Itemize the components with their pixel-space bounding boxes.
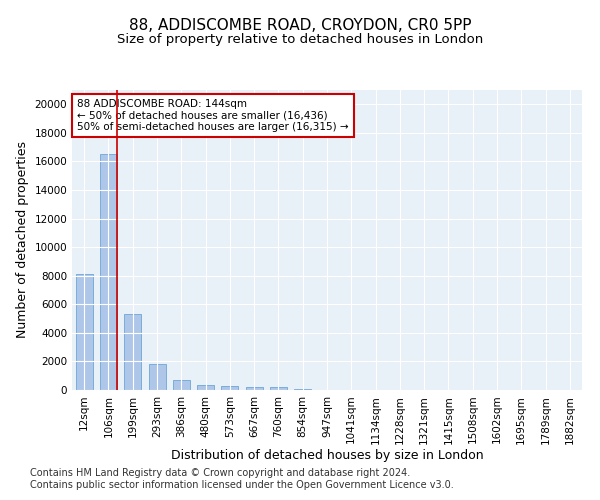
Text: Contains HM Land Registry data © Crown copyright and database right 2024.: Contains HM Land Registry data © Crown c… — [30, 468, 410, 477]
Bar — [270, 388, 287, 390]
Bar — [124, 314, 141, 390]
Text: 88, ADDISCOMBE ROAD, CROYDON, CR0 5PP: 88, ADDISCOMBE ROAD, CROYDON, CR0 5PP — [129, 18, 471, 32]
Text: 88 ADDISCOMBE ROAD: 144sqm
← 50% of detached houses are smaller (16,436)
50% of : 88 ADDISCOMBE ROAD: 144sqm ← 50% of deta… — [77, 99, 349, 132]
Bar — [221, 386, 238, 390]
Bar — [173, 380, 190, 390]
Bar — [100, 154, 117, 390]
Bar — [294, 388, 311, 390]
X-axis label: Distribution of detached houses by size in London: Distribution of detached houses by size … — [170, 449, 484, 462]
Bar — [76, 274, 92, 390]
Y-axis label: Number of detached properties: Number of detached properties — [16, 142, 29, 338]
Bar — [197, 385, 214, 390]
Text: Contains public sector information licensed under the Open Government Licence v3: Contains public sector information licen… — [30, 480, 454, 490]
Bar — [149, 364, 166, 390]
Bar — [245, 387, 263, 390]
Text: Size of property relative to detached houses in London: Size of property relative to detached ho… — [117, 32, 483, 46]
